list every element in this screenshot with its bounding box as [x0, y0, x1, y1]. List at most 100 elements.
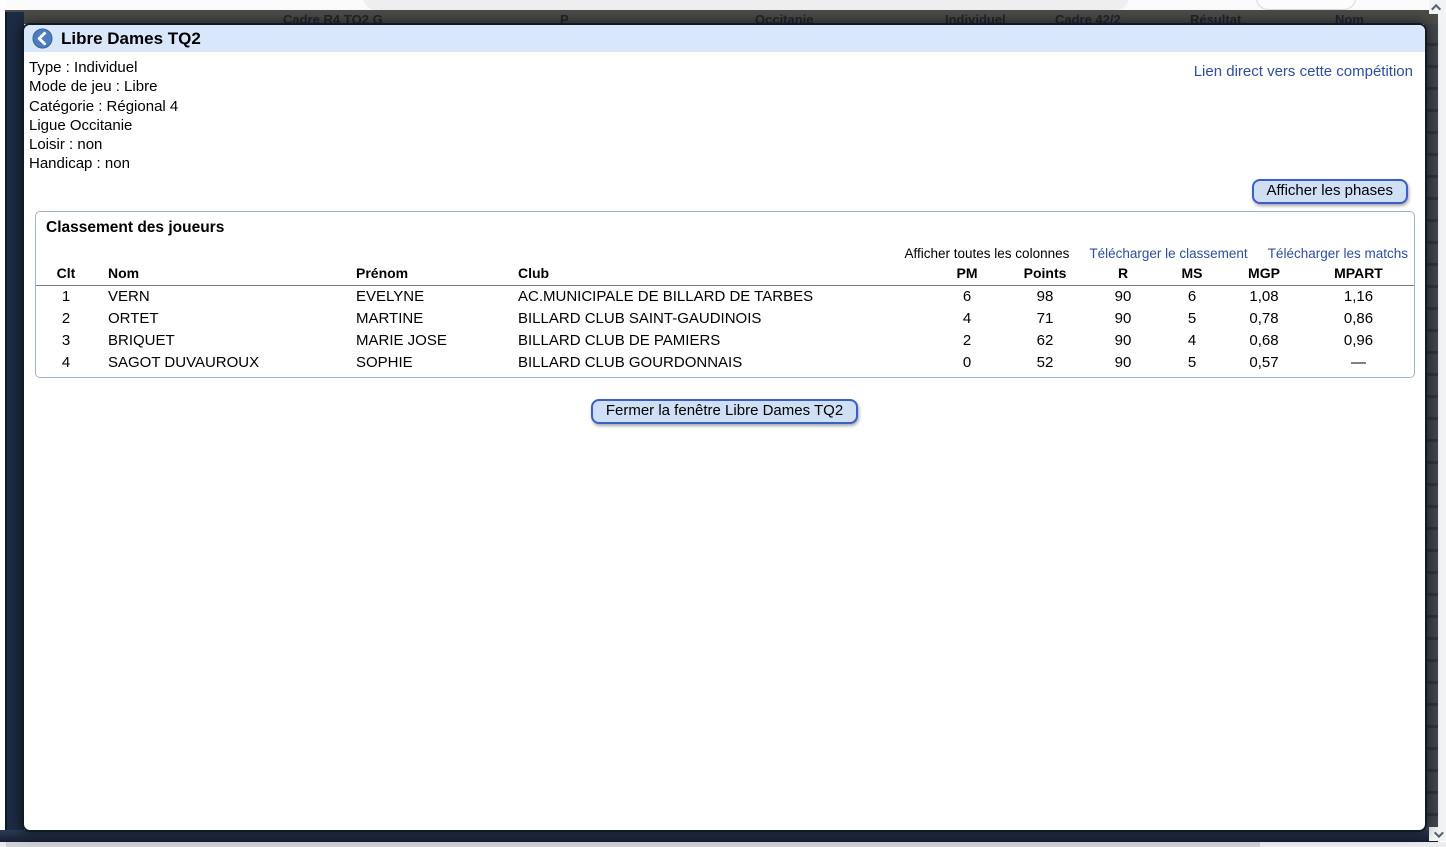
table-row: 3 BRIQUET MARIE JOSE BILLARD CLUB DE PAM… — [36, 329, 1414, 351]
scroll-up-arrow-icon[interactable] — [1429, 0, 1446, 14]
info-handicap: Handicap : non — [29, 155, 130, 173]
cell-mgp: 1,08 — [1249, 288, 1279, 306]
col-header-points: Points — [1003, 261, 1087, 286]
info-leisure: Loisir : non — [29, 136, 103, 154]
dimmed-text: Résultat — [1190, 12, 1242, 24]
phases-row: Afficher les phases — [24, 178, 1408, 204]
dimmed-text: Occitanie — [755, 12, 814, 24]
cell-mpart: 0,86 — [1343, 309, 1374, 327]
cell-mpart: 0,96 — [1343, 331, 1374, 349]
cell-ms: 6 — [1187, 288, 1197, 306]
cell-prenom: MARIE JOSE — [356, 331, 447, 349]
cell-pm: 2 — [962, 331, 972, 349]
scroll-down-arrow-icon[interactable] — [1429, 827, 1446, 841]
cell-points: 62 — [1036, 331, 1054, 349]
dimmed-text: Individuel — [945, 12, 1006, 24]
chevron-up-icon — [1431, 3, 1442, 14]
horizontal-scrollbar[interactable] — [0, 842, 1446, 847]
col-header-mgp: MGP — [1225, 261, 1303, 286]
cell-nom: ORTET — [108, 309, 159, 327]
dimmed-text: Nom — [1335, 12, 1364, 24]
browser-omnibox — [363, 0, 1129, 10]
ranking-table: Clt Nom Prénom Club PM Points R MS MGP M… — [36, 261, 1414, 374]
cell-pm: 0 — [962, 353, 972, 371]
show-all-columns-link[interactable]: Afficher toutes les colonnes — [904, 245, 1070, 261]
cell-prenom: EVELYNE — [356, 288, 425, 306]
dimmed-right-content — [1424, 24, 1438, 830]
direct-link[interactable]: Lien direct vers cette compétition — [1193, 63, 1413, 80]
cell-mgp: 0,57 — [1249, 353, 1279, 371]
dimmed-left-sidebar — [5, 12, 24, 842]
col-header-r: R — [1087, 261, 1159, 286]
competition-info: Type : Individuel Mode de jeu : Libre Ca… — [29, 58, 178, 174]
download-ranking-link[interactable]: Télécharger le classement — [1089, 245, 1248, 261]
cell-r: 90 — [1114, 288, 1132, 306]
dimmed-text: Cadre R4 TQ2 G — [283, 12, 383, 24]
chevron-down-icon — [1433, 827, 1444, 838]
cell-pm: 6 — [962, 288, 972, 306]
browser-top-strip — [0, 0, 1446, 10]
info-category: Catégorie : Régional 4 — [29, 97, 179, 115]
col-header-pm: PM — [931, 261, 1003, 286]
cell-r: 90 — [1114, 331, 1132, 349]
cell-points: 98 — [1036, 288, 1054, 306]
cell-nom: BRIQUET — [108, 331, 175, 349]
modal-header: Libre Dames TQ2 — [24, 25, 1425, 52]
table-row: 4 SAGOT DUVAUROUX SOPHIE BILLARD CLUB GO… — [36, 351, 1414, 373]
cell-nom: VERN — [108, 288, 150, 306]
show-phases-button[interactable]: Afficher les phases — [1251, 178, 1408, 204]
back-arrow-icon[interactable] — [32, 28, 53, 49]
col-header-clt: Clt — [36, 261, 96, 286]
col-header-club: Club — [506, 261, 931, 286]
cell-r: 90 — [1114, 309, 1132, 327]
download-matches-link[interactable]: Télécharger les matchs — [1267, 245, 1408, 261]
cell-points: 52 — [1036, 353, 1054, 371]
cell-r: 90 — [1114, 353, 1132, 371]
col-header-ms: MS — [1159, 261, 1225, 286]
cell-clt: 4 — [61, 353, 71, 371]
competition-modal: Libre Dames TQ2 Type : Individuel Mode d… — [22, 23, 1427, 832]
cell-points: 71 — [1036, 309, 1054, 327]
cell-prenom: MARTINE — [356, 309, 424, 327]
cell-mgp: 0,78 — [1249, 309, 1279, 327]
cell-mpart: 1,16 — [1343, 288, 1374, 306]
col-header-prenom: Prénom — [344, 261, 506, 286]
cell-ms: 4 — [1187, 331, 1197, 349]
col-header-nom: Nom — [96, 261, 344, 286]
modal-body: Type : Individuel Mode de jeu : Libre Ca… — [24, 58, 1425, 830]
dimmed-text: P — [560, 12, 569, 24]
ranking-box: Classement des joueurs Afficher toutes l… — [35, 210, 1415, 379]
cell-nom: SAGOT DUVAUROUX — [108, 353, 260, 371]
close-window-button[interactable]: Fermer la fenêtre Libre Dames TQ2 — [590, 399, 859, 425]
cell-club: AC.MUNICIPALE DE BILLARD DE TARBES — [518, 288, 814, 306]
close-row: Fermer la fenêtre Libre Dames TQ2 — [24, 399, 1425, 425]
info-game-mode: Mode de jeu : Libre — [29, 78, 158, 96]
cell-ms: 5 — [1187, 309, 1197, 327]
horizontal-scrollbar-thumb[interactable] — [6, 842, 1260, 847]
browser-button — [1256, 0, 1356, 10]
info-league: Ligue Occitanie — [29, 116, 133, 134]
ranking-header-row: Clt Nom Prénom Club PM Points R MS MGP M… — [36, 261, 1414, 286]
col-header-mpart: MPART — [1303, 261, 1414, 286]
cell-mgp: 0,68 — [1249, 331, 1279, 349]
vertical-scrollbar[interactable] — [1438, 0, 1446, 841]
cell-club: BILLARD CLUB DE PAMIERS — [518, 331, 721, 349]
cell-ms: 5 — [1187, 353, 1197, 371]
ranking-title: Classement des joueurs — [46, 218, 225, 236]
dimmed-text: Cadre 42/2 — [1055, 12, 1121, 24]
cell-prenom: SOPHIE — [356, 353, 413, 371]
modal-title: Libre Dames TQ2 — [61, 28, 201, 48]
cell-clt: 1 — [61, 288, 71, 306]
dimmed-page-footer — [0, 830, 1438, 842]
dimmed-page-header: Cadre R4 TQ2 G P Occitanie Individuel Ca… — [0, 10, 1438, 24]
cell-mpart: — — [1351, 353, 1366, 371]
cell-clt: 3 — [61, 331, 71, 349]
cell-club: BILLARD CLUB GOURDONNAIS — [518, 353, 743, 371]
cell-pm: 4 — [962, 309, 972, 327]
table-row: 2 ORTET MARTINE BILLARD CLUB SAINT-GAUDI… — [36, 307, 1414, 329]
info-type: Type : Individuel — [29, 59, 138, 76]
cell-club: BILLARD CLUB SAINT-GAUDINOIS — [518, 309, 762, 327]
info-row: Type : Individuel Mode de jeu : Libre Ca… — [29, 58, 1413, 174]
cell-clt: 2 — [61, 309, 71, 327]
page-left-margin — [0, 0, 5, 842]
